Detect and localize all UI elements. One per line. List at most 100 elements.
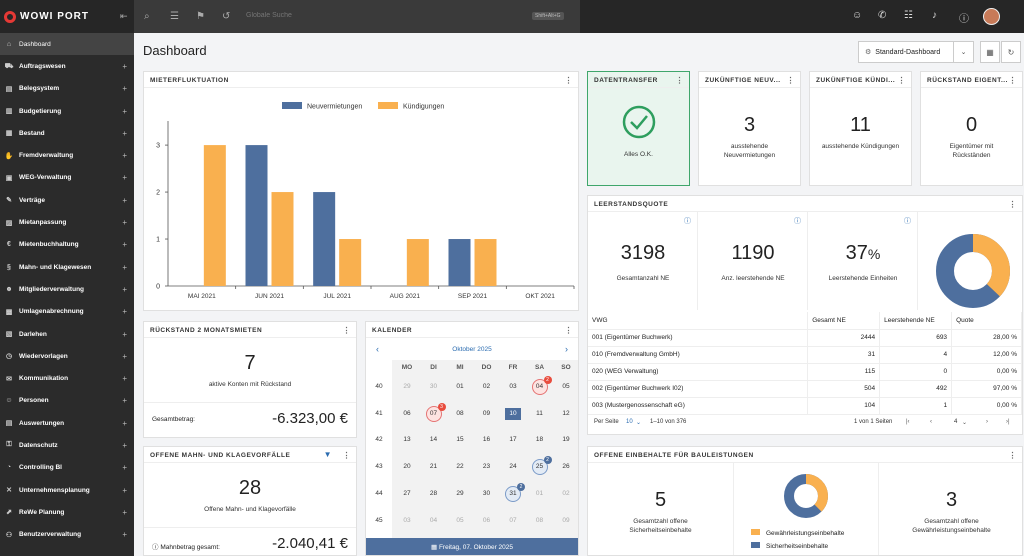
expand-icon[interactable]: + — [122, 173, 127, 183]
sidebar-item[interactable]: ⌂ Dashboard — [0, 33, 134, 56]
page-select[interactable]: 4 — [954, 419, 958, 425]
expand-icon[interactable]: + — [122, 262, 127, 272]
expand-icon[interactable]: + — [122, 307, 127, 317]
bar-kuendigungen[interactable] — [271, 192, 294, 286]
calendar-day[interactable]: 03 — [509, 383, 517, 390]
expand-icon[interactable]: + — [122, 351, 127, 361]
table-row[interactable]: 001 (Eigentümer Buchwerk) 2444 693 28,00 % — [588, 329, 1022, 347]
column-header[interactable]: VWG — [588, 312, 809, 330]
calendar-day[interactable]: 02 — [562, 489, 570, 497]
chevron-down-icon[interactable]: ⌄ — [962, 420, 968, 426]
calendar-day[interactable]: 09 — [562, 516, 570, 524]
prev-month-icon[interactable]: ‹ — [376, 344, 379, 354]
filter-icon[interactable]: ▼ — [323, 450, 332, 459]
kebab-menu-icon[interactable]: ⋮ — [1008, 76, 1017, 85]
bar-kuendigungen[interactable] — [406, 239, 429, 286]
expand-icon[interactable]: + — [122, 128, 127, 138]
bar-kuendigungen[interactable] — [339, 239, 362, 286]
logo[interactable]: WOWI PORT — [0, 0, 134, 33]
calendar-day[interactable]: 08 — [535, 516, 544, 524]
sidebar-item[interactable]: ▣ WEG-Verwaltung + — [0, 167, 134, 189]
calendar-day[interactable]: 10 — [505, 407, 521, 420]
expand-icon[interactable]: + — [122, 374, 127, 384]
sidebar-item[interactable]: ⚿ Datenschutz + — [0, 434, 134, 456]
sidebar-item[interactable]: ⬈ ReWe Planung + — [0, 501, 134, 523]
calendar-day[interactable]: 30 — [482, 489, 491, 497]
kebab-menu-icon[interactable]: ⋮ — [564, 76, 573, 85]
calendar-day[interactable]: 28 — [429, 489, 438, 497]
calendar-day[interactable]: 14 — [429, 436, 438, 444]
calendar-day[interactable]: 31 — [505, 485, 521, 502]
collapse-sidebar-icon[interactable]: ⇤ — [120, 11, 128, 21]
calendar-day[interactable]: 15 — [456, 436, 464, 444]
kebab-menu-icon[interactable]: ⋮ — [342, 451, 351, 460]
calendar-day[interactable]: 22 — [456, 463, 464, 471]
expand-icon[interactable]: + — [122, 396, 127, 406]
expand-icon[interactable]: + — [122, 485, 127, 495]
calendar-day[interactable]: 19 — [562, 436, 570, 444]
calendar-day[interactable]: 02 — [482, 383, 491, 390]
list-icon[interactable]: ☰ — [170, 11, 179, 22]
calendar-day[interactable]: 27 — [403, 489, 411, 497]
kebab-menu-icon[interactable]: ⋮ — [1008, 451, 1017, 460]
calendar-day[interactable]: 03 — [403, 516, 411, 524]
expand-icon[interactable]: + — [122, 61, 127, 71]
calendar-day[interactable]: 26 — [562, 463, 570, 471]
table-row[interactable]: 010 (Fremdverwaltung GmbH) 31 4 12,00 % — [588, 346, 1022, 364]
kebab-menu-icon[interactable]: ⋮ — [1008, 200, 1017, 209]
expand-icon[interactable]: + — [122, 218, 127, 228]
expand-icon[interactable]: + — [122, 530, 127, 540]
calendar-day[interactable]: 07 — [509, 516, 517, 524]
calendar-today-bar[interactable]: ▦ Freitag, 07. Oktober 2025 — [366, 538, 578, 555]
column-header[interactable]: Leerstehende NE — [879, 312, 953, 330]
expand-icon[interactable]: + — [122, 507, 127, 517]
per-page-select[interactable]: 10 — [626, 419, 633, 425]
sidebar-item[interactable]: ✎ Verträge + — [0, 189, 134, 211]
history-icon[interactable]: ↺ — [222, 11, 231, 22]
calendar-day[interactable]: 30 — [429, 383, 438, 390]
bar-kuendigungen[interactable] — [474, 239, 497, 286]
help-icon[interactable]: ⓘ — [684, 218, 691, 225]
bar-neuvermietungen[interactable] — [448, 239, 471, 286]
calendar-day[interactable]: 08 — [456, 409, 464, 417]
kebab-menu-icon[interactable]: ⋮ — [564, 326, 573, 335]
calendar-day[interactable]: 18 — [535, 436, 544, 444]
expand-icon[interactable]: + — [122, 418, 127, 428]
calendar-day[interactable]: 20 — [403, 463, 411, 471]
avatar[interactable] — [983, 8, 1000, 25]
kebab-menu-icon[interactable]: ⋮ — [786, 76, 795, 85]
sidebar-item[interactable]: ⛟ Auftragswesen + — [0, 55, 134, 77]
kebab-menu-icon[interactable]: ⋮ — [342, 326, 351, 335]
sidebar-item[interactable]: ☺ Personen + — [0, 390, 134, 412]
calendar-day[interactable]: 29 — [403, 383, 411, 390]
next-month-icon[interactable]: › — [565, 344, 568, 354]
expand-icon[interactable]: + — [122, 440, 127, 450]
tasks-icon[interactable]: ☷ — [904, 10, 913, 21]
bar-kuendigungen[interactable] — [203, 145, 226, 286]
sidebar-item[interactable]: ▤ Auswertungen + — [0, 412, 134, 434]
kpi-card[interactable]: ZUKÜNFTIGE KÜNDI... ⋮ 11 ausstehende Kündig… — [809, 71, 912, 186]
table-row[interactable]: 002 (Eigentümer Buchwerk I02) 504 492 97,00… — [588, 380, 1022, 398]
dashboard-select[interactable]: ⚙ Standard-Dashboard ⌄ — [858, 41, 974, 63]
expand-icon[interactable]: + — [122, 195, 127, 205]
global-search-input[interactable] — [246, 12, 366, 19]
sidebar-item[interactable]: ◷ Wiedervorlagen + — [0, 345, 134, 367]
column-header[interactable]: Gesamt NE — [807, 312, 881, 330]
sidebar-item[interactable]: ◔ Controlling BI + — [0, 457, 134, 479]
prev-page-icon[interactable]: ‹ — [930, 419, 932, 425]
calendar-day[interactable]: 16 — [482, 436, 491, 444]
expand-icon[interactable]: + — [122, 151, 127, 161]
calendar-day[interactable]: 11 — [536, 409, 543, 417]
sidebar-item[interactable]: ✋ Fremdverwaltung + — [0, 144, 134, 166]
calendar-day[interactable]: 01 — [456, 383, 464, 390]
refresh-button[interactable]: ↻ — [1001, 41, 1021, 63]
chevron-down-icon[interactable]: ⌄ — [636, 420, 642, 426]
calendar-day[interactable]: 07 — [425, 405, 442, 422]
bookmark-icon[interactable]: ⚑ — [196, 11, 205, 22]
kpi-card[interactable]: ZUKÜNFTIGE NEUV... ⋮ 3 ausstehende Neuvermi… — [698, 71, 801, 186]
calendar-day[interactable]: 23 — [482, 463, 491, 471]
sidebar-item[interactable]: § Mahn- und Klagewesen + — [0, 256, 134, 278]
sidebar-item[interactable]: ▩ Umlagenabrechnung + — [0, 301, 134, 323]
calendar-day[interactable]: 09 — [482, 409, 491, 417]
bar-neuvermietungen[interactable] — [245, 145, 268, 286]
